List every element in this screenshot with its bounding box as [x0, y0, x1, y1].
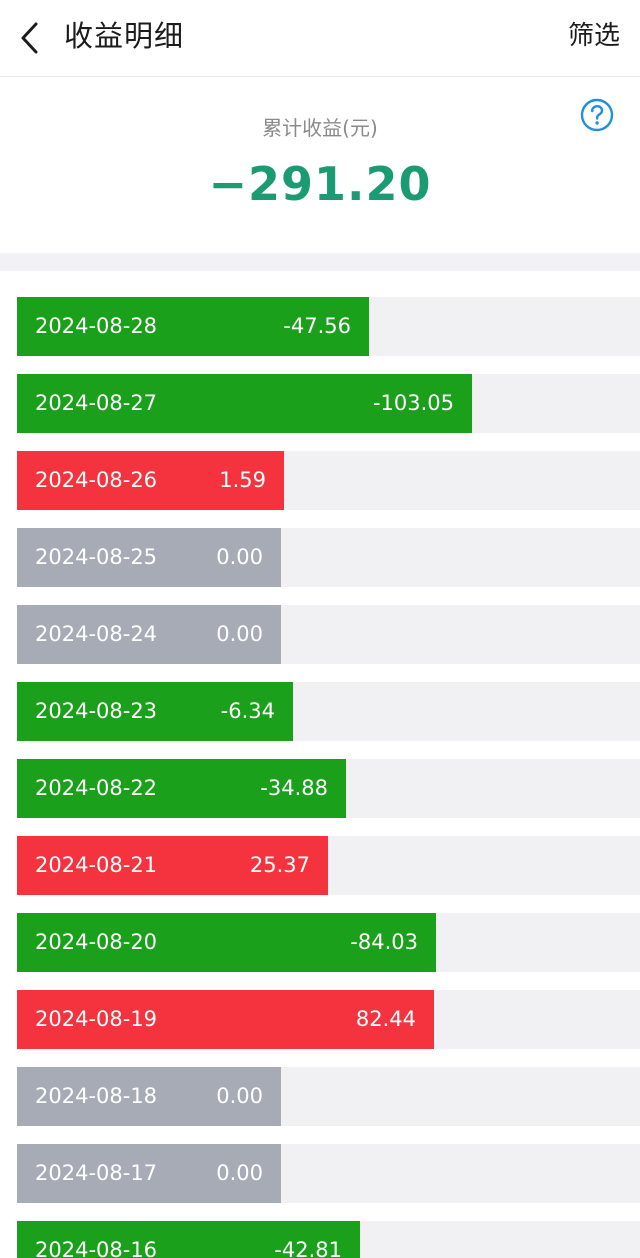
record-date: 2024-08-19: [35, 1007, 158, 1031]
earnings-bar: 2024-08-22 -34.88: [17, 759, 346, 818]
list-item[interactable]: 2024-08-26 1.59: [17, 451, 640, 510]
page-title: 收益明细: [64, 19, 185, 53]
cumulative-earnings-value: −291.20: [208, 157, 432, 211]
record-amount: 0.00: [216, 545, 263, 569]
back-button[interactable]: [14, 18, 50, 58]
record-date: 2024-08-28: [35, 314, 158, 338]
record-date: 2024-08-22: [35, 776, 158, 800]
record-date: 2024-08-18: [35, 1084, 158, 1108]
list-item[interactable]: 2024-08-17 0.00: [17, 1144, 640, 1203]
list-item[interactable]: 2024-08-23 -6.34: [17, 682, 640, 741]
cumulative-earnings-label: 累计收益(元): [262, 116, 378, 140]
earnings-bar: 2024-08-25 0.00: [17, 528, 281, 587]
chevron-left-icon: [21, 22, 38, 54]
top-bar: 收益明细 筛选: [0, 0, 640, 77]
earnings-bar: 2024-08-24 0.00: [17, 605, 281, 664]
record-amount: -34.88: [260, 776, 328, 800]
earnings-bar: 2024-08-27 -103.05: [17, 374, 472, 433]
list-item[interactable]: 2024-08-19 82.44: [17, 990, 640, 1049]
list-item[interactable]: 2024-08-25 0.00: [17, 528, 640, 587]
record-date: 2024-08-21: [35, 853, 158, 877]
earnings-bar: 2024-08-20 -84.03: [17, 913, 436, 972]
record-date: 2024-08-23: [35, 699, 158, 723]
list-item[interactable]: 2024-08-24 0.00: [17, 605, 640, 664]
record-date: 2024-08-25: [35, 545, 158, 569]
list-item[interactable]: 2024-08-22 -34.88: [17, 759, 640, 818]
record-amount: 82.44: [355, 1007, 416, 1031]
record-amount: 0.00: [216, 622, 263, 646]
record-amount: 25.37: [249, 853, 310, 877]
list-item[interactable]: 2024-08-16 -42.81: [17, 1221, 640, 1258]
earnings-bar: 2024-08-26 1.59: [17, 451, 284, 510]
list-item[interactable]: 2024-08-27 -103.05: [17, 374, 640, 433]
earnings-bar: 2024-08-28 -47.56: [17, 297, 369, 356]
earnings-bar: 2024-08-23 -6.34: [17, 682, 293, 741]
list-item[interactable]: 2024-08-28 -47.56: [17, 297, 640, 356]
earnings-bar: 2024-08-16 -42.81: [17, 1221, 360, 1258]
record-amount: -103.05: [372, 391, 454, 415]
record-date: 2024-08-17: [35, 1161, 158, 1185]
daily-earnings-list: 2024-08-28 -47.56 2024-08-27 -103.05 2024-08…: [0, 271, 640, 1258]
filter-button[interactable]: 筛选: [567, 21, 620, 51]
earnings-bar: 2024-08-17 0.00: [17, 1144, 281, 1203]
record-date: 2024-08-20: [35, 930, 158, 954]
record-amount: -47.56: [283, 314, 351, 338]
earnings-bar: 2024-08-21 25.37: [17, 836, 328, 895]
record-amount: 0.00: [216, 1084, 263, 1108]
record-amount: -84.03: [350, 930, 418, 954]
earnings-summary: 累计收益(元) −291.20: [0, 77, 640, 253]
record-amount: 1.59: [219, 468, 266, 492]
question-circle-icon: [580, 98, 614, 132]
record-date: 2024-08-27: [35, 391, 158, 415]
list-item[interactable]: 2024-08-20 -84.03: [17, 913, 640, 972]
section-divider: [0, 253, 640, 271]
list-item[interactable]: 2024-08-21 25.37: [17, 836, 640, 895]
record-date: 2024-08-16: [35, 1238, 158, 1258]
record-date: 2024-08-24: [35, 622, 158, 646]
record-amount: -42.81: [274, 1238, 342, 1258]
record-amount: 0.00: [216, 1161, 263, 1185]
earnings-bar: 2024-08-19 82.44: [17, 990, 434, 1049]
list-item[interactable]: 2024-08-18 0.00: [17, 1067, 640, 1126]
record-amount: -6.34: [220, 699, 275, 723]
help-button[interactable]: [580, 98, 614, 132]
earnings-bar: 2024-08-18 0.00: [17, 1067, 281, 1126]
record-date: 2024-08-26: [35, 468, 158, 492]
